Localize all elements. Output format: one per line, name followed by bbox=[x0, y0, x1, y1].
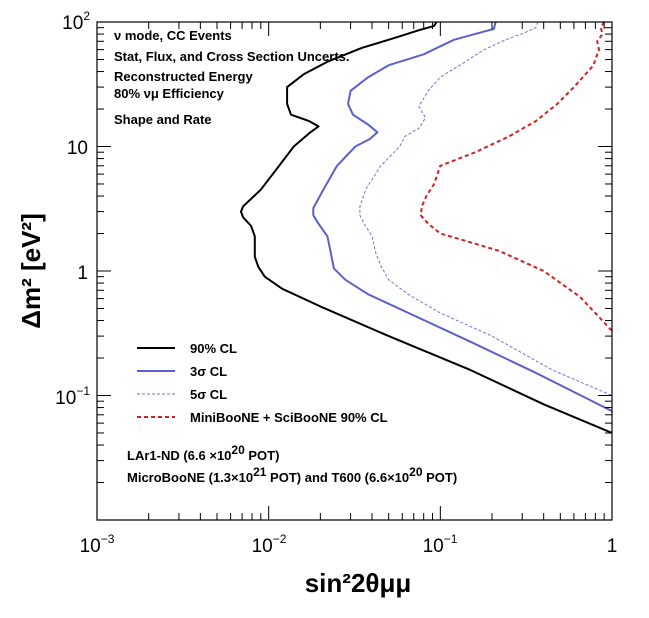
x-axis-title: sin²2θμμ bbox=[305, 568, 412, 598]
x-tick-label-1: 10−2 bbox=[252, 532, 287, 557]
annotation-line-2: Reconstructed Energy bbox=[114, 69, 253, 84]
annotation-line-4: Shape and Rate bbox=[114, 112, 212, 127]
footnote-lar1nd: LAr1-ND (6.6 ×1020 POT) bbox=[127, 443, 279, 463]
plot-area bbox=[97, 22, 612, 520]
annotation-line-3: 80% νμ Efficiency bbox=[114, 86, 225, 101]
footnote-microboone-t600: MicroBooNE (1.3×1021 POT) and T600 (6.6×… bbox=[127, 465, 457, 485]
curve-5sigma bbox=[359, 22, 612, 396]
legend: 90% CL 3σ CL 5σ CL MiniBooNE + SciBooNE … bbox=[137, 341, 388, 425]
x-tick-label-2: 10−1 bbox=[423, 532, 458, 557]
y-tick-label-0: 10−1 bbox=[55, 384, 90, 409]
legend-label-miniboone: MiniBooNE + SciBooNE 90% CL bbox=[190, 410, 388, 425]
x-tick-label-0: 10−3 bbox=[80, 532, 115, 557]
annotation-line-1: Stat, Flux, and Cross Section Uncerts. bbox=[114, 49, 350, 64]
legend-label-90cl: 90% CL bbox=[190, 341, 237, 356]
y-axis-title: Δm² [eV²] bbox=[16, 213, 46, 328]
y-tick-label-1: 1 bbox=[77, 263, 88, 284]
curve-layer bbox=[240, 22, 612, 434]
curve-90cl bbox=[240, 22, 612, 434]
legend-label-3sigma: 3σ CL bbox=[190, 364, 227, 379]
curve-3sigma bbox=[312, 22, 612, 412]
annotation-line-0: ν mode, CC Events bbox=[114, 28, 232, 43]
y-tick-label-2: 10 bbox=[67, 138, 88, 159]
axis-ticks bbox=[96, 21, 613, 521]
y-tick-label-3: 102 bbox=[62, 9, 90, 34]
legend-label-5sigma: 5σ CL bbox=[190, 387, 227, 402]
x-tick-label-3: 1 bbox=[607, 536, 618, 557]
